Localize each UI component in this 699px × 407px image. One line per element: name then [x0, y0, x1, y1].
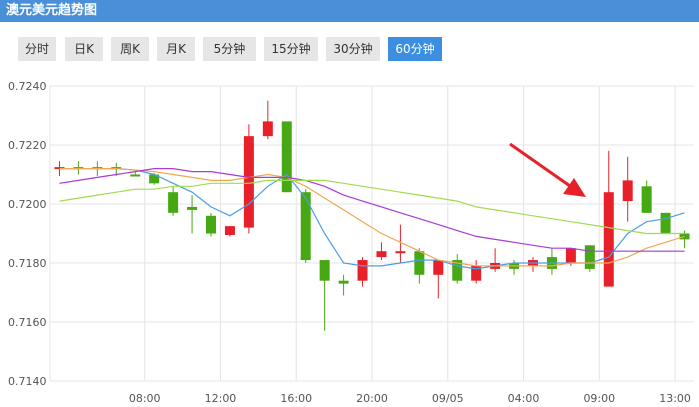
- y-tick-label: 0.7240: [8, 80, 47, 93]
- candlestick: [281, 121, 292, 193]
- candlestick: [338, 274, 349, 296]
- candle-body-down: [414, 251, 425, 275]
- candle-body-down: [206, 215, 216, 234]
- candlestick: [546, 248, 557, 275]
- candle-body-down: [338, 280, 349, 284]
- page-title: 澳元美元趋势图: [6, 3, 98, 18]
- candlestick: [414, 248, 425, 284]
- candlestick: [679, 230, 690, 249]
- candlestick: [300, 189, 311, 263]
- tab-30min[interactable]: 30分钟: [326, 37, 380, 61]
- candle-body-up: [603, 192, 614, 287]
- candle-body-up: [54, 167, 65, 170]
- candlestick: [395, 224, 406, 263]
- candlestick: [357, 257, 368, 287]
- x-tick-label: 13:00: [659, 392, 691, 405]
- candle-body-down: [281, 121, 292, 193]
- candlestick: [528, 257, 538, 272]
- annotation-arrow-head: [563, 178, 586, 197]
- candlestick: [660, 212, 671, 234]
- tab-weekly-k[interactable]: 周K: [111, 37, 149, 61]
- y-tick-label: 0.7180: [8, 257, 47, 270]
- candle-body-down: [130, 174, 141, 177]
- candle-body-down: [584, 245, 595, 269]
- tab-15min[interactable]: 15分钟: [264, 37, 318, 61]
- x-tick-label: 09/05: [432, 392, 464, 405]
- candlestick: [187, 195, 198, 234]
- candlestick: [471, 260, 482, 284]
- candle-body-up: [433, 260, 444, 275]
- candle-body-up: [262, 121, 273, 137]
- candle-body-up: [622, 180, 633, 202]
- x-tick-label: 04:00: [508, 392, 540, 405]
- x-tick-label: 16:00: [280, 392, 312, 405]
- candle-body-down: [149, 174, 160, 184]
- candlestick: [319, 260, 330, 331]
- candlestick-chart: 0.7140 0.7160 0.7180 0.7200 0.7220 0.7240 08:…: [8, 80, 694, 405]
- candlestick: [584, 245, 595, 272]
- candlestick: [376, 242, 387, 261]
- tab-intraday[interactable]: 分时: [18, 37, 56, 61]
- tab-60min[interactable]: 60分钟: [388, 37, 442, 61]
- x-tick-label: 12:00: [205, 392, 237, 405]
- candlestick: [130, 171, 141, 177]
- tab-5min[interactable]: 5分钟: [203, 37, 256, 61]
- x-tick-label: 09:00: [583, 392, 615, 405]
- tab-daily-k[interactable]: 日K: [65, 37, 103, 61]
- candlestick: [168, 186, 179, 216]
- y-tick-label: 0.7200: [8, 198, 47, 211]
- candle-body-up: [224, 226, 235, 235]
- candlestick: [73, 161, 84, 175]
- candlestick: [509, 260, 520, 275]
- candlestick: [262, 100, 273, 140]
- candlestick: [622, 156, 633, 222]
- candlestick: [54, 161, 65, 176]
- candlestick: [433, 260, 444, 299]
- candle-body-down: [319, 260, 330, 281]
- candle-body-up: [376, 251, 387, 258]
- candle-body-down: [168, 192, 179, 213]
- candle-body-up: [357, 260, 368, 281]
- y-tick-label: 0.7160: [8, 316, 47, 329]
- y-tick-label: 0.7140: [8, 375, 47, 388]
- candle-body-down: [660, 212, 671, 234]
- candle-body-down: [679, 233, 690, 240]
- candlestick: [641, 180, 652, 213]
- moving-average-line: [59, 168, 685, 252]
- candle-body-down: [300, 192, 311, 261]
- x-tick-label: 20:00: [356, 392, 388, 405]
- moving-average-line: [59, 179, 685, 235]
- candle-body-up: [565, 248, 576, 263]
- candle-body-up: [243, 136, 254, 228]
- candle-body-down: [187, 206, 198, 210]
- candle-body-up: [395, 251, 406, 254]
- candle-body-down: [452, 260, 463, 281]
- candlestick: [603, 150, 614, 287]
- y-tick-label: 0.7220: [8, 139, 47, 152]
- chart-header: 澳元美元趋势图: [0, 0, 699, 22]
- x-tick-label: 08:00: [129, 392, 161, 405]
- candlestick: [452, 254, 463, 284]
- candlestick: [224, 226, 235, 237]
- annotation-arrow-shaft: [509, 142, 571, 188]
- candlestick: [243, 124, 254, 234]
- candle-body-down: [641, 186, 652, 213]
- candlestick: [490, 248, 501, 272]
- candlestick: [206, 212, 216, 237]
- moving-average-line: [59, 168, 685, 267]
- candle-body-up: [471, 265, 482, 281]
- tab-monthly-k[interactable]: 月K: [157, 37, 195, 61]
